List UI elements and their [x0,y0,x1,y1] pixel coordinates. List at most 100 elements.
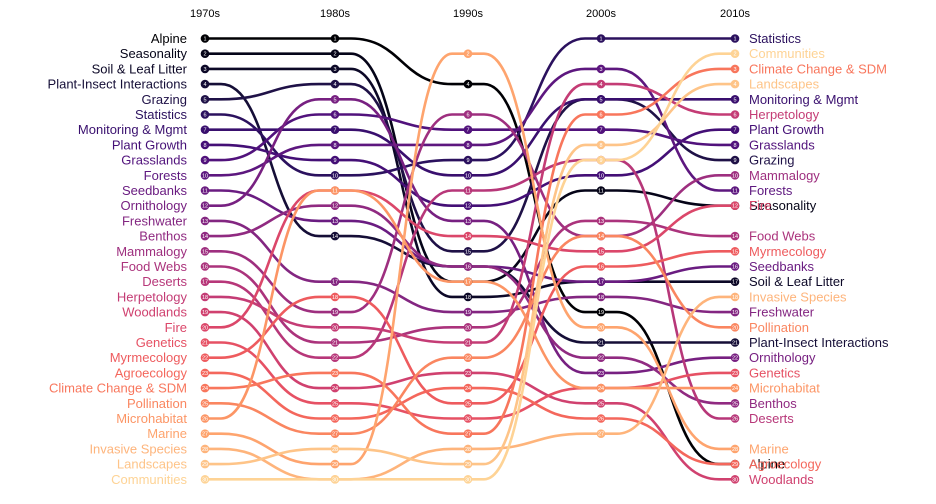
marker-alpine-1990s [463,79,473,89]
rank-label-statistics-1990s: 9 [466,158,469,164]
right-label-climate-change-sdm: Climate Change & SDM [749,61,887,76]
right-label-mammalogy: Mammalogy [749,168,820,183]
rank-label-myrmecology-2000s: 16 [598,265,604,271]
left-label-marine: Marine [147,426,187,441]
rank-label-grasslands-1970s: 9 [203,158,206,164]
rank-label-pollination-2000s: 14 [598,234,604,240]
rank-label-seasonality-1980s: 2 [333,52,336,58]
marker-agroecology-2000s [596,414,606,423]
right-label-invasive-species: Invasive Species [749,289,847,304]
marker-monitoring-mgmt-2000s [596,95,606,104]
marker-grasslands-2000s [596,125,606,134]
rank-label-agroecology-2010s: 29 [732,462,738,468]
marker-ornithology-1970s [200,201,210,210]
rank-label-mammalogy-1990s: 6 [466,113,469,119]
marker-genetics-2010s [730,368,740,378]
line-ornithology [203,98,737,375]
right-topic-labels: Alpine Seasonality Soil & Leaf Litter Plant… [749,31,889,487]
marker-landscapes-2000s [596,140,606,150]
marker-deserts-2010s [730,414,740,423]
left-label-woodlands: Woodlands [122,305,187,320]
rank-label-pollination-1980s: 27 [332,432,338,438]
marker-forests-2000s [596,64,606,74]
marker-herpetology-2010s [730,110,740,119]
rank-label-genetics-1980s: 25 [332,401,338,407]
line-myrmecology [203,250,737,405]
rank-label-marine-1990s: 2 [466,52,469,58]
marker-statistics-1990s [463,155,473,165]
decade-label-1970s: 1970s [190,8,220,20]
rank-label-freshwater-1990s: 19 [465,310,471,316]
rank-label-benthos-2000s: 22 [598,356,604,362]
right-label-grazing: Grazing [749,153,795,168]
left-label-landscapes: Landscapes [117,457,188,472]
marker-pollination-1980s [330,429,340,439]
rank-label-plant-growth-2000s: 10 [598,173,604,179]
marker-climate-change-sdm-1970s [200,383,210,393]
rank-label-microhabitat-2000s: 24 [598,386,604,392]
marker-monitoring-mgmt-1980s [330,125,340,134]
marker-plant-growth-2010s [730,125,740,134]
marker-myrmecology-2010s [730,247,740,256]
rank-label-pollination-2010s: 20 [732,325,738,331]
rank-label-plant-insect-interactions-2010s: 21 [732,341,738,347]
left-label-forests: Forests [144,168,188,183]
rank-label-fire-1990s: 14 [465,234,471,240]
right-label-seedbanks: Seedbanks [749,259,815,274]
marker-food-webs-1980s [330,338,340,347]
right-label-food-webs: Food Webs [749,229,816,244]
left-label-plant-growth: Plant Growth [112,137,187,152]
marker-freshwater-1980s [330,277,340,287]
right-label-ornithology: Ornithology [749,350,816,365]
marker-myrmecology-1990s [463,399,473,408]
line-mammalogy [203,113,737,314]
marker-ornithology-1980s [330,95,340,104]
rank-label-ornithology-1990s: 13 [465,219,471,225]
marker-grazing-1970s [200,95,210,104]
rank-label-grazing-1970s: 5 [203,97,206,103]
marker-pollination-1970s [200,399,210,408]
marker-pollination-1990s [463,353,473,363]
marker-forests-1990s [463,140,473,150]
marker-deserts-1980s [330,353,340,363]
left-label-seasonality: Seasonality [120,46,188,61]
rank-label-alpine-1980s: 1 [333,37,336,43]
marker-invasive-species-1970s [200,444,210,454]
rank-label-communities-1980s: 30 [332,477,338,483]
marker-mammalogy-1970s [200,247,210,256]
marker-invasive-species-1990s [463,444,473,454]
rank-label-plant-insect-interactions-1980s: 14 [332,234,338,240]
right-label-seasonality: Seasonality [749,198,817,213]
rank-label-communities-2010s: 2 [733,52,736,58]
left-label-climate-change-sdm: Climate Change & SDM [49,381,187,396]
right-label-communities: Communities [749,46,825,61]
rank-label-landscapes-1970s: 29 [202,462,208,468]
rank-label-seedbanks-1970s: 11 [202,189,208,195]
rank-label-genetics-2010s: 23 [732,371,738,377]
rank-label-benthos-2010s: 25 [732,401,738,407]
left-label-agroecology: Agroecology [115,365,188,380]
rank-label-climate-change-sdm-2000s: 6 [599,113,602,119]
marker-marine-1970s [200,429,210,439]
rank-label-climate-change-sdm-1990s: 27 [465,432,471,438]
marker-woodlands-1990s [463,368,473,378]
line-food-webs [203,219,737,344]
line-genetics [203,341,737,420]
marker-seedbanks-2010s [730,262,740,271]
marker-herpetology-1970s [200,292,210,302]
left-label-microhabitat: Microhabitat [116,411,187,426]
line-grazing [203,82,737,253]
marker-grasslands-1970s [200,155,210,165]
rank-label-landscapes-2000s: 8 [599,143,602,149]
marker-plant-insect-interactions-2010s [730,338,740,347]
rank-label-climate-change-sdm-1970s: 24 [202,386,208,392]
rank-markers: 1141929221711123318171741416212154155961… [200,34,740,484]
marker-microhabitat-2010s [730,383,740,393]
marker-landscapes-1970s [200,459,210,469]
rank-label-seedbanks-1980s: 13 [332,219,338,225]
decade-label-1990s: 1990s [453,8,483,20]
marker-ornithology-2000s [596,368,606,378]
marker-grasslands-2010s [730,140,740,150]
rank-label-microhabitat-2010s: 24 [732,386,738,392]
marker-benthos-2000s [596,353,606,363]
